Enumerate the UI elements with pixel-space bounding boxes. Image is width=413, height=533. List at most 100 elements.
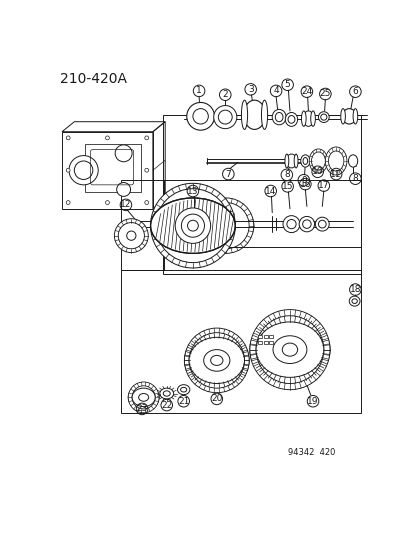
Ellipse shape <box>150 183 235 268</box>
Ellipse shape <box>351 299 356 303</box>
Text: 5: 5 <box>284 80 290 89</box>
Ellipse shape <box>128 385 159 410</box>
Text: 14: 14 <box>264 187 276 196</box>
Text: 18: 18 <box>349 285 360 294</box>
Ellipse shape <box>328 151 343 171</box>
Ellipse shape <box>325 147 346 175</box>
Ellipse shape <box>116 182 130 196</box>
Text: 19: 19 <box>306 397 318 406</box>
Ellipse shape <box>302 111 313 126</box>
Text: 8: 8 <box>351 174 357 183</box>
Text: 210-420A: 210-420A <box>60 72 127 86</box>
Text: 6: 6 <box>351 87 357 96</box>
Ellipse shape <box>202 203 249 249</box>
Ellipse shape <box>310 111 315 126</box>
Ellipse shape <box>213 106 236 128</box>
Ellipse shape <box>294 154 297 168</box>
Bar <box>263 335 267 338</box>
Text: 12: 12 <box>120 200 131 209</box>
Ellipse shape <box>342 109 355 124</box>
Ellipse shape <box>128 382 159 413</box>
Ellipse shape <box>275 112 282 122</box>
Ellipse shape <box>184 332 249 389</box>
Ellipse shape <box>256 322 323 377</box>
Ellipse shape <box>300 155 309 167</box>
Circle shape <box>145 168 148 172</box>
Ellipse shape <box>74 161 93 180</box>
Bar <box>258 341 261 344</box>
Text: 3: 3 <box>247 85 253 94</box>
Text: 9: 9 <box>300 176 306 185</box>
Ellipse shape <box>114 219 148 253</box>
Ellipse shape <box>302 158 307 165</box>
Ellipse shape <box>348 155 357 167</box>
Ellipse shape <box>132 388 155 407</box>
Text: 15: 15 <box>281 182 293 191</box>
Ellipse shape <box>285 112 297 126</box>
Ellipse shape <box>243 100 265 130</box>
Text: 23: 23 <box>136 405 147 414</box>
Ellipse shape <box>282 343 297 356</box>
Ellipse shape <box>115 145 132 161</box>
Ellipse shape <box>132 386 155 409</box>
Text: 21: 21 <box>178 397 189 406</box>
Ellipse shape <box>249 316 329 384</box>
Circle shape <box>145 200 148 205</box>
Text: 4: 4 <box>273 86 278 95</box>
Ellipse shape <box>299 216 314 232</box>
Bar <box>268 341 272 344</box>
Text: 2: 2 <box>222 90 228 99</box>
Ellipse shape <box>256 316 323 384</box>
Ellipse shape <box>184 328 249 393</box>
Circle shape <box>105 136 109 140</box>
Ellipse shape <box>150 198 235 253</box>
Circle shape <box>66 200 70 205</box>
Ellipse shape <box>285 154 296 168</box>
Ellipse shape <box>249 310 329 390</box>
Ellipse shape <box>315 217 328 231</box>
Ellipse shape <box>175 208 210 244</box>
Ellipse shape <box>286 220 295 229</box>
Ellipse shape <box>349 296 359 306</box>
Ellipse shape <box>198 198 253 253</box>
Text: 25: 25 <box>319 90 330 99</box>
Bar <box>268 335 272 338</box>
Text: 7: 7 <box>225 169 231 179</box>
Ellipse shape <box>284 154 288 168</box>
Ellipse shape <box>203 350 229 371</box>
Ellipse shape <box>159 388 173 399</box>
Ellipse shape <box>118 223 144 249</box>
Ellipse shape <box>180 387 186 392</box>
Ellipse shape <box>287 116 294 123</box>
Text: 94342  420: 94342 420 <box>287 448 334 457</box>
Ellipse shape <box>126 231 135 240</box>
Circle shape <box>66 168 70 172</box>
Ellipse shape <box>318 220 325 228</box>
Ellipse shape <box>272 336 306 364</box>
Text: 24: 24 <box>301 87 312 96</box>
Circle shape <box>105 200 109 205</box>
Circle shape <box>145 136 148 140</box>
Text: 22: 22 <box>161 401 172 409</box>
Ellipse shape <box>163 391 170 396</box>
Ellipse shape <box>261 100 267 130</box>
Ellipse shape <box>320 114 326 120</box>
Ellipse shape <box>318 112 328 123</box>
Ellipse shape <box>181 214 204 237</box>
Ellipse shape <box>241 100 247 130</box>
Text: 20: 20 <box>211 394 222 403</box>
Ellipse shape <box>189 337 244 384</box>
Ellipse shape <box>187 220 198 231</box>
Text: 1: 1 <box>196 86 202 95</box>
Ellipse shape <box>302 220 310 228</box>
Text: 11: 11 <box>330 169 341 179</box>
Text: 17: 17 <box>317 181 329 190</box>
Ellipse shape <box>69 156 98 185</box>
Ellipse shape <box>192 109 208 124</box>
Ellipse shape <box>309 149 327 173</box>
Text: 10: 10 <box>311 167 323 176</box>
Ellipse shape <box>156 189 229 263</box>
Text: 13: 13 <box>187 187 198 196</box>
Ellipse shape <box>210 356 223 366</box>
Ellipse shape <box>282 216 299 232</box>
